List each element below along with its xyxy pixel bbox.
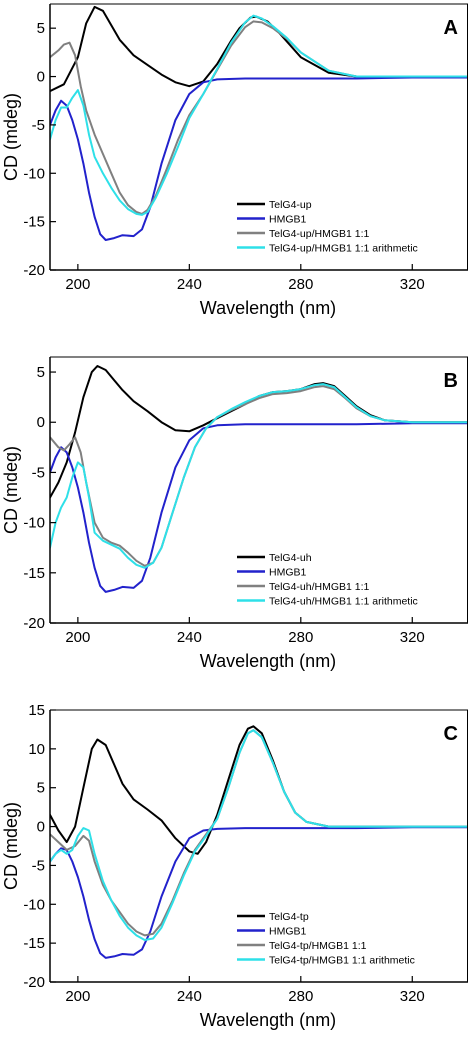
x-tick-label: 320 [400,276,425,293]
x-tick-label: 280 [288,629,313,646]
y-tick-label: -10 [23,896,45,913]
x-tick-label: 200 [65,276,90,293]
y-tick-label: -20 [23,262,45,279]
x-tick-label: 280 [288,988,313,1005]
y-axis-label: CD (mdeg) [1,802,21,890]
series-lines [50,365,468,593]
series-lines [50,5,468,241]
y-tick-label: 5 [37,780,45,797]
x-tick-label: 320 [400,629,425,646]
y-tick-label: -15 [23,565,45,582]
panel-label: A [444,17,458,39]
series-line-1 [50,365,468,499]
legend: TelG4-uh HMGB1 TelG4-uh/HMGB1 1:1 TelG4-uh/… [237,552,418,608]
series-line-4 [50,14,468,216]
series-line-1 [50,725,468,855]
series-line-3 [50,20,468,215]
x-tick-label: 320 [400,988,425,1005]
y-tick-label: 0 [37,819,45,836]
series-line-2 [50,76,468,241]
y-tick-label: -20 [23,974,45,991]
y-tick-label: -5 [32,464,45,481]
legend-entry: TelG4-up/HMGB1 1:1 arithmetic [269,243,418,255]
legend-entry: TelG4-up [269,199,312,211]
x-tick-label: 240 [177,276,202,293]
legend-entry: TelG4-tp [269,911,309,923]
x-axis-label: Wavelength (nm) [200,298,336,318]
x-tick-label: 240 [177,629,202,646]
y-tick-label: 0 [37,69,45,86]
series-lines [50,725,468,959]
legend-entry: TelG4-uh [269,552,312,564]
y-axis-label: CD (mdeg) [1,446,21,534]
y-tick-label: -10 [23,165,45,182]
x-axis-label: Wavelength (nm) [200,1010,336,1030]
x-tick-label: 200 [65,988,90,1005]
y-tick-label: 15 [28,702,45,719]
y-tick-label: -20 [23,615,45,632]
x-tick-label: 200 [65,629,90,646]
series-line-2 [50,422,468,593]
series-line-4 [50,383,468,569]
series-line-3 [50,385,468,567]
y-tick-label: -5 [32,857,45,874]
x-axis-label: Wavelength (nm) [200,651,336,671]
y-axis-label: CD (mdeg) [1,93,21,181]
y-tick-label: 0 [37,414,45,431]
chart-panel-c: 15 10 5 0 -5 -10 -15 -20 200 240 280 320 Wavelength … [1,702,468,1030]
chart-panel-a: 5 0 -5 -10 -15 -20 200 240 280 320 Wavelength (nm)… [1,3,468,318]
y-tick-label: 5 [37,20,45,37]
legend-entry: TelG4-tp/HMGB1 1:1 arithmetic [269,955,415,967]
legend-entry: TelG4-tp/HMGB1 1:1 [269,940,367,952]
legend-entry: HMGB1 [269,926,307,938]
legend: TelG4-up HMGB1 TelG4-up/HMGB1 1:1 TelG4-up/… [237,199,418,255]
legend-entry: HMGB1 [269,214,307,226]
y-tick-label: -15 [23,935,45,952]
legend-entry: TelG4-uh/HMGB1 1:1 [269,581,370,593]
y-tick-label: -10 [23,515,45,532]
y-tick-label: -5 [32,117,45,134]
chart-panel-b: 5 0 -5 -10 -15 -20 200 240 280 320 Wavelength (nm)… [1,356,468,671]
legend-entry: HMGB1 [269,567,307,579]
x-tick-label: 240 [177,988,202,1005]
series-line-2 [50,826,468,959]
legend-entry: TelG4-up/HMGB1 1:1 [269,228,370,240]
y-tick-label: -15 [23,214,45,231]
panel-label: B [444,370,458,392]
legend: TelG4-tp HMGB1 TelG4-tp/HMGB1 1:1 TelG4-tp/… [237,911,415,967]
panel-label: C [444,723,458,745]
series-line-4 [50,729,468,941]
legend-entry: TelG4-uh/HMGB1 1:1 arithmetic [269,596,418,608]
y-tick-label: 5 [37,364,45,381]
x-tick-label: 280 [288,276,313,293]
y-tick-label: 10 [28,741,45,758]
